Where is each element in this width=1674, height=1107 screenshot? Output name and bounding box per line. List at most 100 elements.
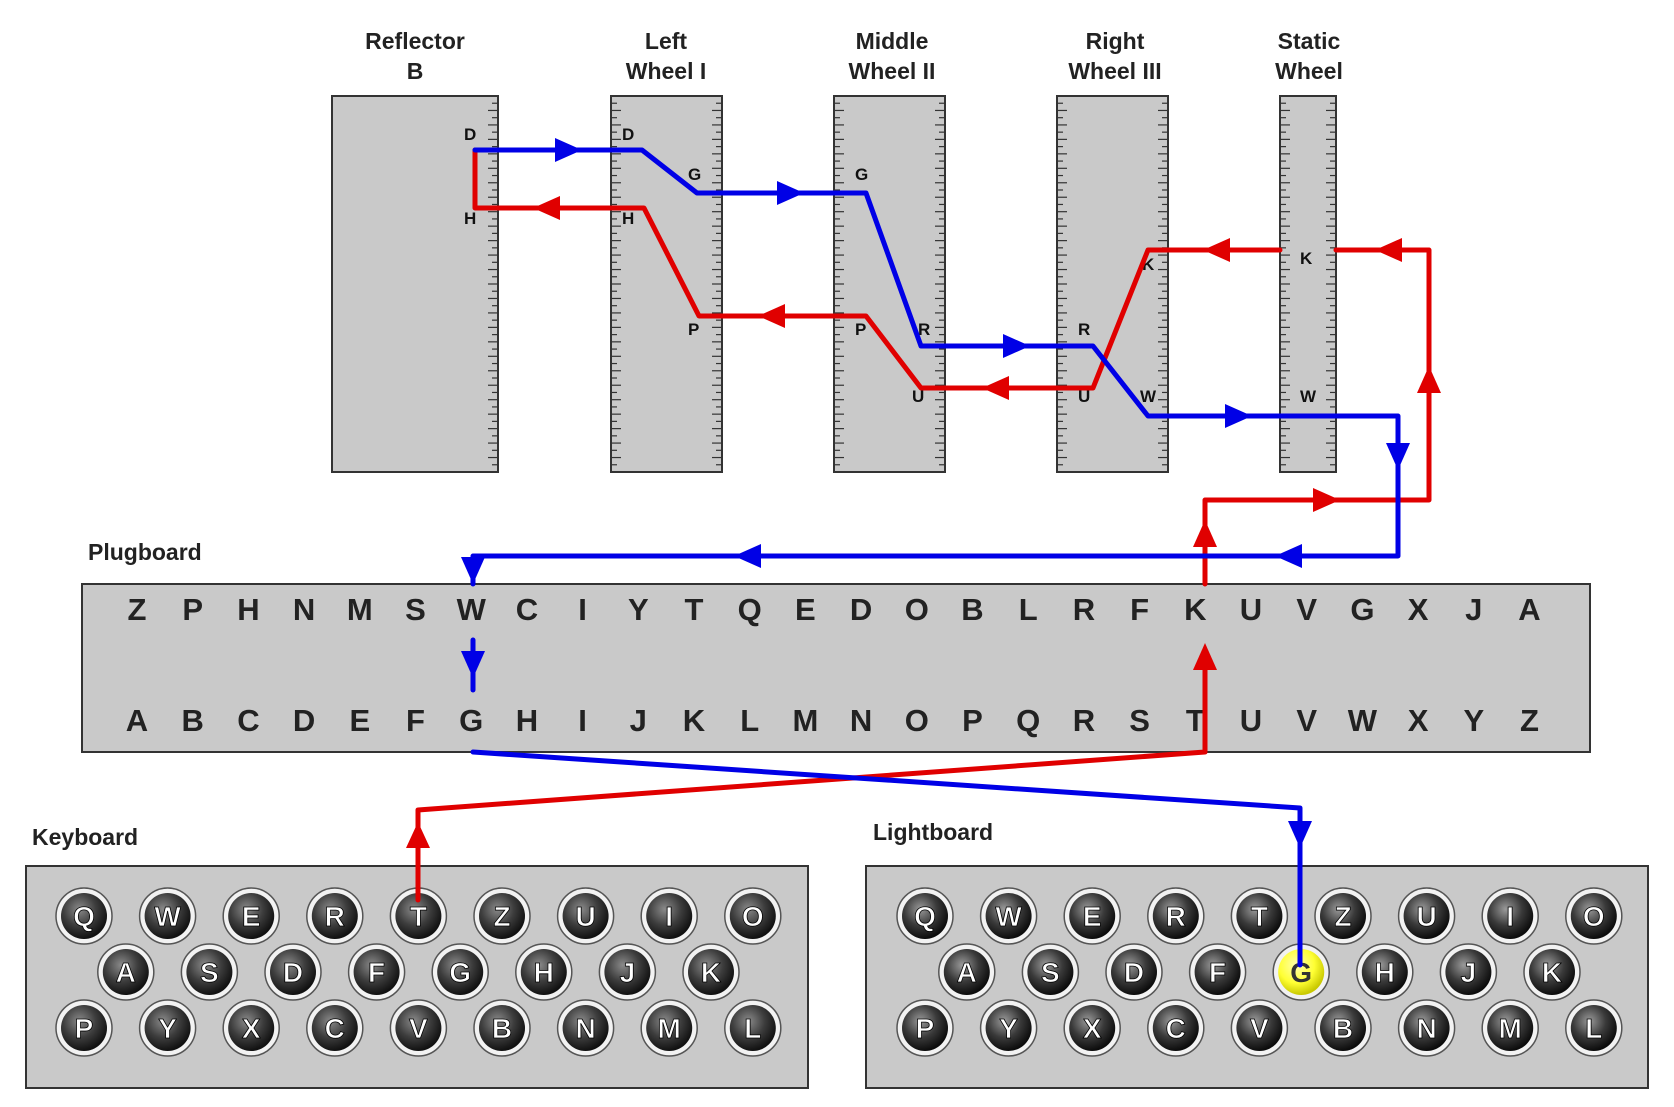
- plugboard-top-letter-f: F: [1130, 592, 1149, 627]
- lightboard-lamp-cap: [1487, 1005, 1534, 1051]
- plugboard-top-letter-y: Y: [628, 592, 649, 627]
- lightboard-lamp-cap: [1487, 893, 1534, 939]
- plugboard-bottom-letter-s: S: [1129, 703, 1150, 738]
- plugboard-bottom-letter-i: I: [578, 703, 587, 738]
- keyboard-key-w[interactable]: W: [138, 887, 197, 945]
- reflector-pin-h: H: [464, 209, 476, 228]
- plugboard-top-letter-o: O: [905, 592, 929, 627]
- keyboard-key-q[interactable]: Q: [55, 887, 113, 945]
- plugboard-top-letter-l: L: [1019, 592, 1038, 627]
- keyboard-key-label: O: [742, 901, 764, 932]
- plugboard-bottom-letter-n: N: [850, 703, 872, 738]
- keyboard-key-cap: [479, 1005, 525, 1051]
- keyboard-key-cap: [144, 1005, 191, 1051]
- lightboard-lamp-label: B: [1333, 1013, 1353, 1044]
- plugboard-top-letter-i: I: [578, 592, 587, 627]
- plugboard-top-letter-c: C: [516, 592, 538, 627]
- lightboard-lamp-cap: [1529, 949, 1575, 995]
- keyboard-key-h[interactable]: H: [515, 943, 573, 1001]
- keyboard-key-cap: [437, 949, 484, 995]
- keyboard-key-j[interactable]: J: [598, 943, 657, 1001]
- keyboard-key-cap: [61, 893, 107, 939]
- red-arrow-up-plugboard-cross: [1193, 643, 1217, 670]
- keyboard-key-cap: [61, 1005, 107, 1051]
- keyboard-key-y[interactable]: Y: [138, 999, 197, 1057]
- lightboard-lamp-label: P: [916, 1013, 935, 1044]
- lightboard-lamp-label: D: [1124, 957, 1144, 988]
- plugboard-bottom-letter-u: U: [1240, 703, 1262, 738]
- keyboard-key-r[interactable]: R: [306, 887, 364, 945]
- lightboard-lamp-cap: [1320, 1005, 1366, 1051]
- keyboard-key-f[interactable]: F: [347, 943, 406, 1001]
- keyboard-key-e[interactable]: E: [222, 887, 280, 945]
- lightboard-lamp-h: H: [1356, 943, 1414, 1001]
- lightboard-lamp-label: N: [1416, 1013, 1436, 1044]
- keyboard-key-label: S: [200, 957, 219, 988]
- lightboard-lamp-label: C: [1166, 1013, 1186, 1044]
- keyboard-key-cap: [729, 893, 776, 939]
- left-wheel-pin-g: G: [688, 165, 701, 184]
- lightboard-lamp-label: V: [1250, 1013, 1269, 1044]
- keyboard-key-i[interactable]: I: [640, 887, 698, 945]
- plugboard-top-letter-r: R: [1073, 592, 1095, 627]
- lightboard-lamp-cap: [1111, 949, 1157, 995]
- red-arrow-left-static: [1375, 238, 1402, 262]
- left-wheel-pin-d: D: [622, 125, 634, 144]
- lightboard-lamp-i: I: [1481, 887, 1539, 945]
- plugboard-top-letter-z: Z: [128, 592, 147, 627]
- lightboard-lamp-cap: [1027, 949, 1074, 995]
- red-arrow-right-plugboard-return: [1313, 488, 1340, 512]
- plugboard-bottom-letter-y: Y: [1463, 703, 1484, 738]
- plugboard-bottom-letter-a: A: [126, 703, 148, 738]
- keyboard-key-label: X: [242, 1013, 261, 1044]
- keyboard-key-cap: [646, 893, 693, 939]
- plugboard-bottom-letter-j: J: [630, 703, 647, 738]
- keyboard-key-b[interactable]: B: [473, 999, 531, 1057]
- lightboard-lamp-f: F: [1188, 943, 1247, 1001]
- keyboard-key-d[interactable]: D: [264, 943, 322, 1001]
- lightboard-lamp-label: S: [1041, 957, 1060, 988]
- red-arrow-left-left-wheel: [758, 304, 785, 328]
- keyboard-key-n[interactable]: N: [556, 999, 615, 1057]
- right-wheel-pin-w: W: [1140, 387, 1157, 406]
- lightboard-lamp-k: K: [1523, 943, 1581, 1001]
- lightboard-lamp-l: L: [1565, 999, 1623, 1057]
- keyboard-key-x[interactable]: X: [222, 999, 280, 1057]
- keyboard-key-p[interactable]: P: [55, 999, 113, 1057]
- right-wheel-pin-r: R: [1078, 320, 1090, 339]
- keyboard-key-m[interactable]: M: [640, 999, 698, 1057]
- keyboard-key-o[interactable]: O: [724, 887, 782, 945]
- keyboard-key-cap: [144, 893, 191, 939]
- blue-arrow-down-plugboard-entry: [461, 557, 485, 584]
- keyboard-key-t[interactable]: T: [389, 887, 448, 945]
- left-wheel: [610, 95, 723, 473]
- keyboard-key-g[interactable]: G: [431, 943, 489, 1001]
- keyboard-key-cap: [520, 949, 567, 995]
- plugboard-bottom-letter-l: L: [740, 703, 759, 738]
- keyboard-key-a[interactable]: A: [97, 943, 155, 1001]
- plugboard-top-letter-u: U: [1240, 592, 1262, 627]
- lightboard-lamp-n: N: [1397, 999, 1456, 1057]
- plugboard-bottom-letter-h: H: [516, 703, 538, 738]
- plugboard-bottom-letter-g: G: [459, 703, 483, 738]
- lightboard-lamp-label: W: [995, 901, 1022, 932]
- keyboard-key-c[interactable]: C: [306, 999, 364, 1057]
- keyboard-key-s[interactable]: S: [180, 943, 239, 1001]
- lightboard-lamp-d: D: [1105, 943, 1163, 1001]
- plugboard-top-letter-d: D: [850, 592, 872, 627]
- keyboard-key-k[interactable]: K: [682, 943, 740, 1001]
- keyboard-key-u[interactable]: U: [556, 887, 615, 945]
- keyboard-key-z[interactable]: Z: [473, 887, 531, 945]
- lightboard-lamp-e: E: [1063, 887, 1121, 945]
- lightboard-lamp-y: Y: [979, 999, 1038, 1057]
- lightboard-lamp-z: Z: [1314, 887, 1372, 945]
- lightboard-lamp-cap: [985, 893, 1032, 939]
- keyboard-key-l[interactable]: L: [724, 999, 782, 1057]
- keyboard-key-v[interactable]: V: [389, 999, 448, 1057]
- plugboard-top-letter-s: S: [405, 592, 426, 627]
- keyboard-key-label: R: [325, 901, 345, 932]
- keyboard-key-label: A: [116, 957, 136, 988]
- keyboard-key-cap: [562, 1005, 609, 1051]
- plugboard-bottom-letter-t: T: [1186, 703, 1205, 738]
